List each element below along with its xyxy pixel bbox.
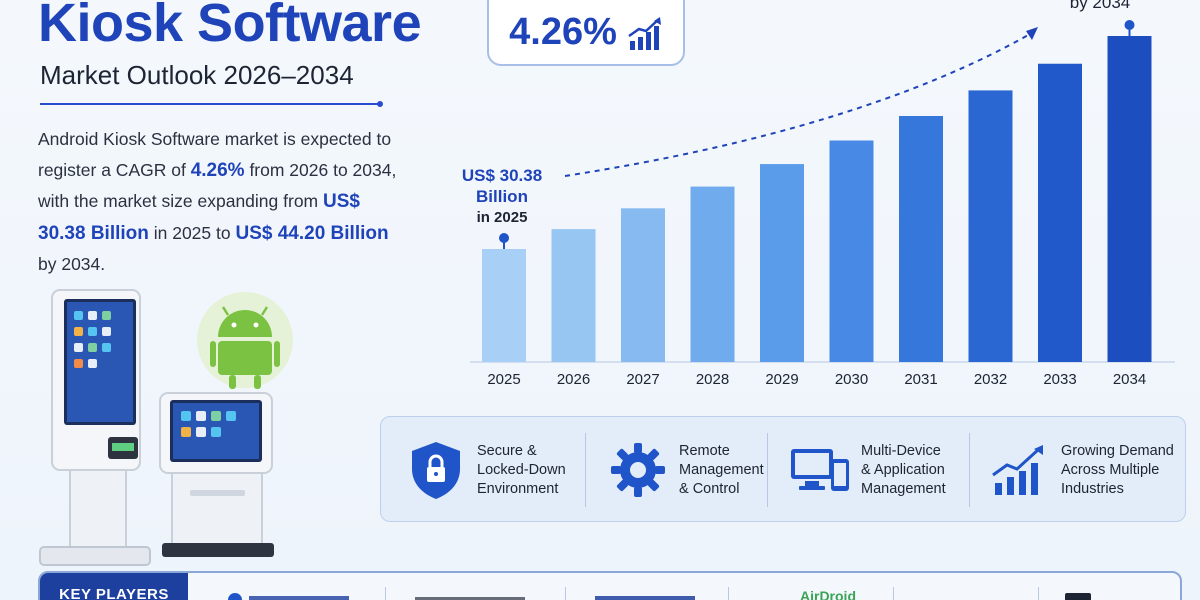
x-tick-label-2031: 2031 [904, 371, 937, 388]
feature-growth-label: Growing Demand Across Multiple Industrie… [1061, 442, 1174, 497]
player-logo-2 [415, 597, 525, 600]
rising-bar-chart-icon [628, 17, 661, 50]
page-subtitle: Market Outlook 2026–2034 [40, 60, 354, 90]
start-value-callout: US$ 30.38 Billion in 2025 [452, 165, 552, 228]
growth-arrow-head [1026, 27, 1038, 40]
desc-text-2: from 2026 to 2034, with the market size … [38, 159, 397, 212]
player-logo-airdroid: AirDroid [800, 588, 856, 600]
page-title: Kiosk Software [38, 0, 422, 53]
market-size-chart: 2025 2026 2027 2028 2029 2030 2031 2032 2033 2034 [440, 0, 1200, 400]
end-marker [1124, 20, 1135, 30]
desc-start-value: US$ 30.38 Billion [38, 191, 360, 244]
end-value-callout: by 2034 [1069, 0, 1131, 12]
key-players-label: KEY PLAYERS [40, 573, 188, 600]
bar-2033 [1038, 63, 1082, 362]
devices-icon [791, 449, 849, 491]
x-tick-label-2033: 2033 [1043, 371, 1076, 388]
x-tick-label-2025: 2025 [487, 371, 520, 388]
feature-growth: Growing Demand Across Multiple Industrie… [989, 417, 1174, 523]
feature-secure: Secure & Locked-Down Environment [405, 417, 566, 523]
bar-2030 [829, 140, 874, 362]
feature-remote-label: Remote Management & Control [679, 442, 764, 497]
cagr-value: 4.26% [509, 10, 617, 53]
bar-2025 [482, 249, 526, 362]
title-underline [40, 101, 383, 107]
feature-secure-label: Secure & Locked-Down Environment [477, 442, 566, 497]
start-callout-line2: Billion [476, 187, 528, 206]
desc-end-value: US$ 44.20 Billion [235, 222, 389, 244]
shield-lock-icon [412, 442, 460, 499]
bar-2031 [899, 115, 943, 362]
x-tick-label-2030: 2030 [835, 371, 868, 388]
growth-trend-arrow [564, 33, 1031, 177]
player-logo-1 [228, 593, 349, 600]
feature-divider [767, 433, 768, 507]
players-divider [728, 587, 729, 600]
start-callout-line3: in 2025 [476, 209, 528, 226]
desc-text-3: in 2025 to [148, 222, 236, 243]
bar-2028 [690, 186, 735, 362]
gear-icon [611, 443, 665, 497]
key-players-bar: KEY PLAYERS AirDroid [38, 571, 1182, 600]
x-tick-label-2034: 2034 [1113, 371, 1146, 388]
player-logo-3 [595, 596, 695, 600]
cagr-badge: 4.26% [487, 0, 685, 66]
x-tick-label-2032: 2032 [974, 371, 1007, 388]
desc-text-1: Android Kiosk Software market is expecte… [38, 129, 392, 180]
android-icon [210, 306, 280, 389]
feature-divider [585, 433, 586, 507]
x-tick-label-2027: 2027 [626, 371, 659, 388]
players-divider [893, 587, 894, 600]
feature-remote: Remote Management & Control [607, 417, 764, 523]
desc-text-4: by 2034. [38, 254, 106, 274]
x-tick-label-2028: 2028 [696, 371, 729, 388]
bar-2027 [621, 208, 665, 362]
players-divider [565, 587, 566, 600]
kiosk-illustration [30, 285, 350, 575]
players-divider [1038, 587, 1039, 600]
players-divider [385, 587, 386, 600]
x-tick-label-2026: 2026 [557, 371, 590, 388]
player-logo-5 [1065, 593, 1091, 600]
feature-divider [969, 433, 970, 507]
features-panel: Secure & Locked-Down Environment Remote … [380, 416, 1186, 522]
growth-chart-icon [992, 445, 1043, 495]
start-callout-line1: US$ 30.38 [461, 166, 543, 185]
x-tick-label-2029: 2029 [765, 371, 798, 388]
market-description: Android Kiosk Software market is expecte… [38, 124, 398, 280]
bar-2026 [551, 229, 596, 362]
start-marker [499, 233, 509, 243]
bar-2032 [968, 90, 1013, 362]
bar-2034 [1107, 36, 1152, 362]
desc-cagr: 4.26% [190, 159, 245, 181]
feature-multi-device-label: Multi-Device & Application Management [861, 442, 946, 497]
kiosk-devices-illustration [39, 289, 293, 566]
bar-2029 [760, 164, 804, 362]
feature-multi-device: Multi-Device & Application Management [789, 417, 946, 523]
bar-chart-svg: 2025 2026 2027 2028 2029 2030 2031 2032 2033 2034 [470, 20, 1175, 388]
